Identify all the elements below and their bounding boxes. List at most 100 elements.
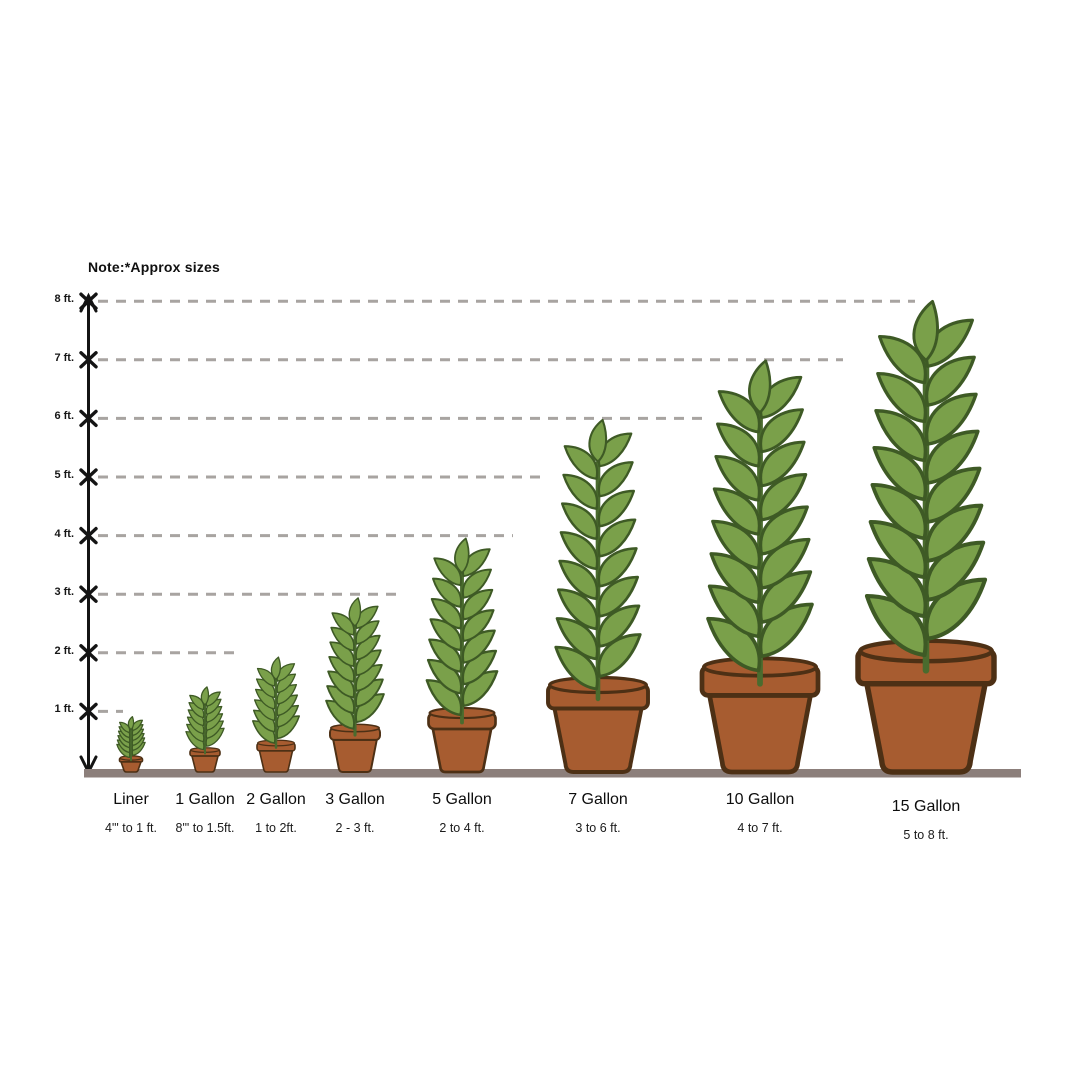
leaf xyxy=(878,334,927,385)
height-range-label-7-gallon: 3 to 6 ft. xyxy=(575,821,621,835)
category-label-7-gallon: 7 Gallon xyxy=(568,791,628,808)
leaf xyxy=(462,568,492,599)
plant-2-gallon xyxy=(251,656,301,773)
pot-body xyxy=(120,760,142,773)
axis-tick-label-3ft: 3 ft. xyxy=(54,586,74,599)
leaf xyxy=(714,454,761,502)
leaf xyxy=(252,709,276,733)
leaf xyxy=(348,597,362,627)
leaf xyxy=(588,418,608,463)
leaf xyxy=(924,466,982,524)
height-range-label-10-gallon: 4 to 7 ft. xyxy=(737,821,783,835)
leaf xyxy=(326,685,355,715)
note-text: Note:*Approx sizes xyxy=(88,259,220,275)
leaf xyxy=(355,649,382,677)
axis-tick-label-4ft: 4 ft. xyxy=(54,527,74,540)
leaf xyxy=(461,609,495,643)
leaf xyxy=(924,355,976,407)
leaf xyxy=(255,678,276,699)
axis-tick-label-6ft: 6 ft. xyxy=(54,410,74,423)
leaf xyxy=(554,645,599,691)
leaf xyxy=(758,570,813,624)
leaf xyxy=(709,552,762,605)
pot-body xyxy=(431,727,493,774)
ground-line xyxy=(84,769,1021,778)
leaf xyxy=(597,461,634,498)
leaf xyxy=(874,408,928,463)
leaf xyxy=(876,371,928,424)
axis-tick-label-8ft: 8 ft. xyxy=(54,293,74,306)
leaf xyxy=(276,694,299,717)
leaf xyxy=(555,617,599,661)
leaf xyxy=(355,634,381,661)
leaf xyxy=(868,519,928,580)
leaf xyxy=(758,537,811,590)
leaf xyxy=(205,705,223,723)
leaf xyxy=(560,502,599,541)
height-range-label-15-gallon: 5 to 8 ft. xyxy=(903,828,949,842)
pot-body xyxy=(191,755,219,773)
axis-x-tick-1ft xyxy=(79,702,98,721)
leaf xyxy=(253,699,276,721)
axis-tick-label-7ft: 7 ft. xyxy=(54,351,74,364)
leaf xyxy=(329,641,355,667)
leaf xyxy=(276,673,297,694)
leaf xyxy=(872,445,928,502)
leaf xyxy=(717,390,761,434)
leaf xyxy=(327,670,355,699)
axis-x-tick-8ft xyxy=(79,292,98,310)
leaf xyxy=(597,489,636,528)
leaf xyxy=(355,693,385,724)
leaf xyxy=(924,392,978,446)
leaf xyxy=(556,588,599,631)
leaf xyxy=(251,720,276,744)
leaf xyxy=(127,716,135,731)
height-range-label-liner: 4"' to 1 ft. xyxy=(105,821,157,835)
leaf xyxy=(355,663,383,692)
plant-5-gallon xyxy=(425,537,499,774)
category-label-10-gallon: 10 Gallon xyxy=(725,791,795,808)
leaf xyxy=(707,584,762,639)
leaf xyxy=(325,699,355,730)
plant-liner xyxy=(116,716,146,773)
height-range-label-3-gallon: 2 - 3 ft. xyxy=(335,821,375,835)
leaf xyxy=(270,656,281,681)
leaf xyxy=(254,688,276,710)
leaf xyxy=(187,709,205,727)
leaf xyxy=(748,359,772,414)
leaf xyxy=(563,445,599,480)
leaf xyxy=(558,559,599,601)
leaf xyxy=(597,518,637,558)
category-label-3-gallon: 3 Gallon xyxy=(325,791,385,808)
leaf xyxy=(355,620,380,645)
axis-tick-label-5ft: 5 ft. xyxy=(54,469,74,481)
leaf xyxy=(706,616,762,673)
leaf xyxy=(759,505,809,556)
axis-x-tick-5ft xyxy=(79,468,98,486)
axis-x-tick-3ft xyxy=(79,585,98,603)
leaf xyxy=(559,531,599,571)
leaf xyxy=(597,547,638,588)
leaf xyxy=(562,473,599,510)
leaf xyxy=(428,638,463,673)
pot-body xyxy=(552,706,644,774)
leaf xyxy=(924,429,980,485)
leaf xyxy=(758,602,814,659)
leaf xyxy=(461,588,494,621)
leaf xyxy=(328,655,355,683)
leaf xyxy=(432,577,462,608)
pot-body xyxy=(864,680,988,775)
leaf xyxy=(924,503,984,563)
leaf xyxy=(461,649,498,686)
leaf xyxy=(866,557,928,619)
leaf xyxy=(461,670,499,707)
axis-tick-label-2ft: 2 ft. xyxy=(54,644,74,657)
leaf xyxy=(454,537,470,574)
leaf xyxy=(429,618,463,652)
leaf xyxy=(188,702,205,719)
plant-7-gallon xyxy=(546,418,650,774)
leaf xyxy=(597,575,640,618)
category-label-2-gallon: 2 Gallon xyxy=(246,791,306,808)
